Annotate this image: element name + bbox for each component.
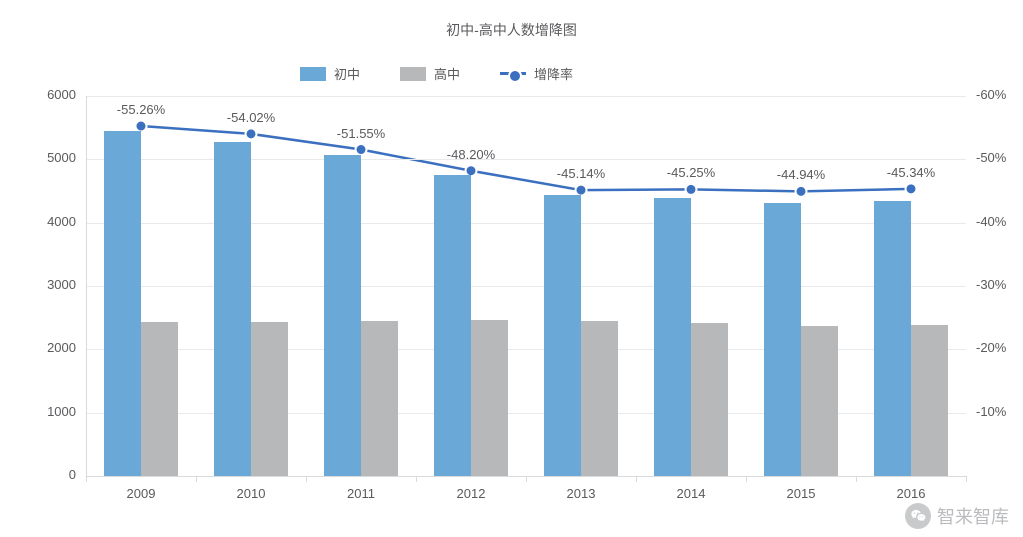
rate-marker[interactable] — [136, 121, 147, 132]
bar-junior[interactable] — [434, 175, 471, 476]
y-right-label: -30% — [976, 277, 1006, 292]
x-tick — [306, 476, 307, 482]
plot-area: 01000-10%2000-20%3000-30%4000-40%5000-50… — [86, 96, 966, 476]
x-tick — [966, 476, 967, 482]
legend-swatch-bar — [400, 67, 426, 81]
x-tick — [746, 476, 747, 482]
x-tick — [196, 476, 197, 482]
y-left-label: 6000 — [47, 87, 76, 102]
y-left-label: 3000 — [47, 277, 76, 292]
rate-value-label: -45.34% — [887, 165, 935, 180]
y-left-label: 0 — [69, 467, 76, 482]
legend-item[interactable]: 初中 — [300, 64, 360, 83]
x-tick — [856, 476, 857, 482]
rate-marker[interactable] — [906, 183, 917, 194]
bar-senior[interactable] — [141, 322, 178, 476]
x-tick — [636, 476, 637, 482]
x-label: 2016 — [897, 486, 926, 501]
x-label: 2013 — [567, 486, 596, 501]
x-label: 2015 — [787, 486, 816, 501]
bar-senior[interactable] — [471, 320, 508, 476]
y-right-label: -60% — [976, 87, 1006, 102]
rate-value-label: -45.14% — [557, 166, 605, 181]
legend-item[interactable]: 高中 — [400, 64, 460, 83]
bar-junior[interactable] — [544, 195, 581, 476]
rate-marker[interactable] — [356, 144, 367, 155]
legend-swatch-bar — [300, 67, 326, 81]
y-right-label: -10% — [976, 404, 1006, 419]
watermark: 智来智库 — [905, 503, 1009, 529]
bar-junior[interactable] — [104, 131, 141, 476]
bar-junior[interactable] — [764, 203, 801, 476]
rate-value-label: -44.94% — [777, 167, 825, 182]
chart-root: 初中-高中人数增降图 初中高中增降率 01000-10%2000-20%3000… — [0, 0, 1023, 537]
legend-swatch-line — [500, 72, 526, 75]
rate-value-label: -51.55% — [337, 126, 385, 141]
y-right-label: -20% — [976, 340, 1006, 355]
y-right-label: -50% — [976, 150, 1006, 165]
x-label: 2014 — [677, 486, 706, 501]
x-label: 2009 — [127, 486, 156, 501]
rate-marker[interactable] — [796, 186, 807, 197]
bar-junior[interactable] — [214, 142, 251, 476]
bar-junior[interactable] — [654, 198, 691, 476]
legend-label: 高中 — [434, 64, 460, 83]
bar-senior[interactable] — [691, 323, 728, 476]
y-left-label: 1000 — [47, 404, 76, 419]
x-tick — [526, 476, 527, 482]
rate-marker[interactable] — [246, 128, 257, 139]
y-axis-line — [86, 96, 87, 476]
bar-senior[interactable] — [801, 326, 838, 476]
rate-value-label: -48.20% — [447, 147, 495, 162]
bar-senior[interactable] — [581, 321, 618, 476]
x-tick — [86, 476, 87, 482]
legend-label: 增降率 — [534, 64, 573, 83]
legend: 初中 高中 增降率 — [300, 64, 573, 83]
x-label: 2011 — [347, 486, 375, 501]
bar-senior[interactable] — [361, 321, 398, 476]
gridline — [86, 96, 966, 97]
x-label: 2010 — [237, 486, 266, 501]
rate-value-label: -45.25% — [667, 165, 715, 180]
bar-senior[interactable] — [911, 325, 948, 476]
y-right-label: -40% — [976, 214, 1006, 229]
bar-junior[interactable] — [324, 155, 361, 476]
watermark-text: 智来智库 — [937, 503, 1009, 529]
bar-senior[interactable] — [251, 322, 288, 476]
y-left-label: 4000 — [47, 214, 76, 229]
y-left-label: 5000 — [47, 150, 76, 165]
y-left-label: 2000 — [47, 340, 76, 355]
x-tick — [416, 476, 417, 482]
rate-marker[interactable] — [686, 184, 697, 195]
chart-title: 初中-高中人数增降图 — [0, 20, 1023, 40]
bar-junior[interactable] — [874, 201, 911, 477]
rate-value-label: -55.26% — [117, 102, 165, 117]
wechat-icon — [905, 503, 931, 529]
legend-item[interactable]: 增降率 — [500, 64, 573, 83]
x-label: 2012 — [457, 486, 486, 501]
legend-label: 初中 — [334, 64, 360, 83]
rate-value-label: -54.02% — [227, 110, 275, 125]
